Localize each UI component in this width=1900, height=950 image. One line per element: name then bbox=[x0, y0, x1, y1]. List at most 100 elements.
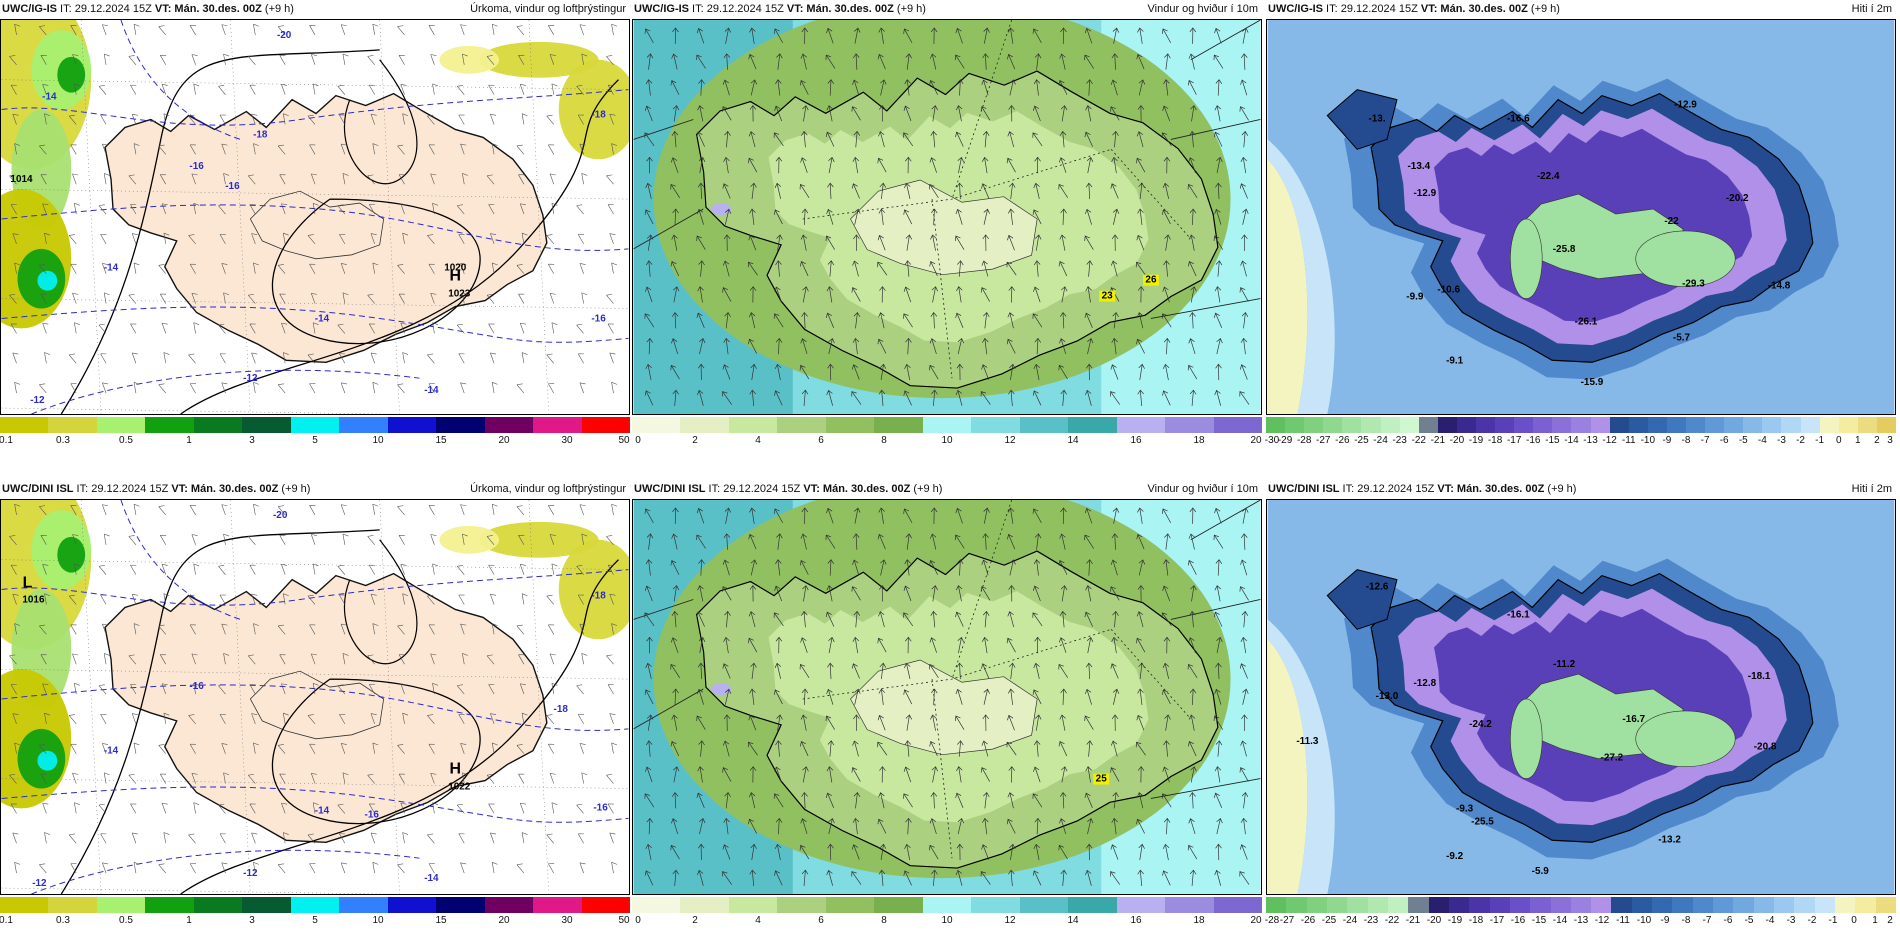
wind-barb bbox=[193, 682, 200, 695]
map-label: -14 bbox=[315, 805, 330, 816]
wind-arrow bbox=[980, 586, 991, 601]
wind-arrow bbox=[671, 791, 679, 809]
wind-barb bbox=[342, 533, 349, 545]
wind-barb bbox=[609, 233, 616, 244]
wind-arrow bbox=[775, 817, 783, 835]
wind-arrow bbox=[749, 688, 756, 705]
map-label: -22.4 bbox=[1537, 171, 1560, 182]
lead-time: (+9 h) bbox=[1544, 483, 1577, 495]
map-label: -12 bbox=[243, 868, 258, 879]
wind-barb bbox=[158, 624, 166, 635]
wind-barb bbox=[607, 564, 614, 575]
wind-barb bbox=[309, 144, 316, 155]
wind-arrow bbox=[1008, 869, 1015, 887]
map-view[interactable]: 23 26 bbox=[632, 19, 1262, 415]
model-name: UWC/DINI ISL bbox=[1268, 483, 1340, 495]
wind-barb bbox=[40, 654, 47, 665]
wind-arrow bbox=[1086, 636, 1094, 654]
wind-arrow bbox=[773, 132, 784, 147]
wind-arrow bbox=[1007, 131, 1015, 148]
wind-barb bbox=[14, 742, 21, 754]
wind-barb bbox=[577, 114, 584, 125]
colorbar-swatch bbox=[436, 897, 486, 913]
map-view[interactable]: 25 bbox=[632, 499, 1262, 895]
colorbar-swatch bbox=[1733, 897, 1755, 913]
wind-barb bbox=[279, 54, 286, 65]
map-view[interactable]: -13. -16.6 -12.9 -12.9 -13.4 -22.4 -20.2 -22 -25… bbox=[1266, 19, 1896, 415]
wind-barb bbox=[251, 832, 258, 844]
wind-arrow bbox=[1111, 533, 1119, 550]
wind-barb bbox=[42, 683, 49, 695]
map-label: -18 bbox=[554, 704, 569, 715]
wind-arrow bbox=[748, 792, 756, 809]
wind-barb bbox=[546, 114, 555, 125]
map-label: -20.2 bbox=[1726, 193, 1749, 204]
map-view[interactable]: -14 -16 -18 1014 -14 H 1023 -14 -12 -12 -14 -16 -18 1… bbox=[0, 19, 630, 415]
wind-arrow bbox=[644, 209, 654, 225]
wind-arrow bbox=[827, 363, 834, 381]
wind-barb bbox=[193, 202, 200, 215]
wind-barb bbox=[277, 624, 286, 635]
wind-barb bbox=[368, 204, 376, 215]
wind-arrow bbox=[851, 767, 861, 782]
map-view[interactable]: L 1016 -14 -16 -18 H 1022 -14 -12 -12 -14 -16 -18 -20… bbox=[0, 499, 630, 895]
wind-arrow bbox=[1188, 533, 1195, 550]
wind-arrow bbox=[853, 610, 861, 628]
isobar bbox=[60, 49, 380, 414]
wind-arrow bbox=[1136, 312, 1144, 329]
wind-arrow bbox=[645, 286, 653, 303]
wind-arrow bbox=[722, 586, 732, 601]
wind-barb bbox=[581, 53, 588, 65]
colorbar-tick: -18 bbox=[1468, 915, 1484, 926]
wind-barb bbox=[488, 803, 495, 814]
wind-arrow bbox=[775, 337, 783, 355]
wind-arrow bbox=[1138, 363, 1145, 381]
wind-barb bbox=[103, 772, 110, 784]
wind-barb bbox=[103, 173, 110, 185]
model-name: UWC/IG-IS bbox=[634, 3, 689, 15]
wind-arrow bbox=[645, 363, 652, 381]
wind-arrow bbox=[1033, 79, 1041, 96]
wind-barb bbox=[400, 683, 407, 695]
colorbar-tick: 1 bbox=[186, 915, 192, 926]
wind-barb bbox=[462, 53, 468, 65]
wind-barb bbox=[548, 505, 555, 516]
map-label: H bbox=[450, 761, 462, 778]
map-label: -13.0 bbox=[1376, 691, 1399, 702]
colorbar-swatch bbox=[1838, 417, 1859, 433]
wind-barb bbox=[133, 862, 140, 874]
colorbar-swatch bbox=[1304, 417, 1324, 433]
wind-arrow bbox=[672, 286, 680, 303]
wind-barb bbox=[430, 292, 437, 304]
wind-arrow bbox=[1111, 156, 1118, 174]
wind-arrow bbox=[1190, 105, 1197, 122]
map-label: -14 bbox=[42, 92, 57, 103]
wind-barb bbox=[548, 743, 555, 754]
colorbar-tick: 2 bbox=[692, 915, 698, 926]
wind-arrow bbox=[1215, 260, 1223, 277]
wind-arrow bbox=[1240, 337, 1248, 355]
map-view[interactable]: -12.6 -16.1 -11.2 -12.8 -18.1 -13.0 -24.2 -16.7… bbox=[1266, 499, 1896, 895]
colorbar-tick: 1 bbox=[1872, 915, 1878, 926]
isobar bbox=[60, 529, 380, 894]
wind-arrow bbox=[750, 182, 757, 200]
map-label: 25 bbox=[1096, 774, 1108, 785]
wind-barb bbox=[102, 24, 109, 36]
wind-barb bbox=[160, 54, 167, 65]
wind-barb bbox=[14, 382, 21, 394]
field-title: Vindur og hviður í 10m bbox=[1147, 483, 1258, 495]
wind-barb bbox=[218, 85, 226, 95]
wind-arrow bbox=[776, 714, 783, 731]
colorbar-swatch bbox=[1476, 417, 1496, 433]
wind-barb bbox=[128, 174, 137, 185]
wind-barb bbox=[103, 533, 110, 545]
wind-barb bbox=[221, 862, 228, 874]
colorbar-swatch bbox=[1165, 417, 1215, 433]
map-label: -16.7 bbox=[1622, 714, 1645, 725]
colorbar-swatch bbox=[1456, 417, 1477, 433]
wind-arrow bbox=[646, 533, 654, 550]
wind-barb bbox=[248, 535, 256, 545]
wind-barb bbox=[251, 113, 258, 125]
wind-arrow bbox=[1213, 312, 1223, 328]
wind-barb bbox=[402, 593, 409, 605]
